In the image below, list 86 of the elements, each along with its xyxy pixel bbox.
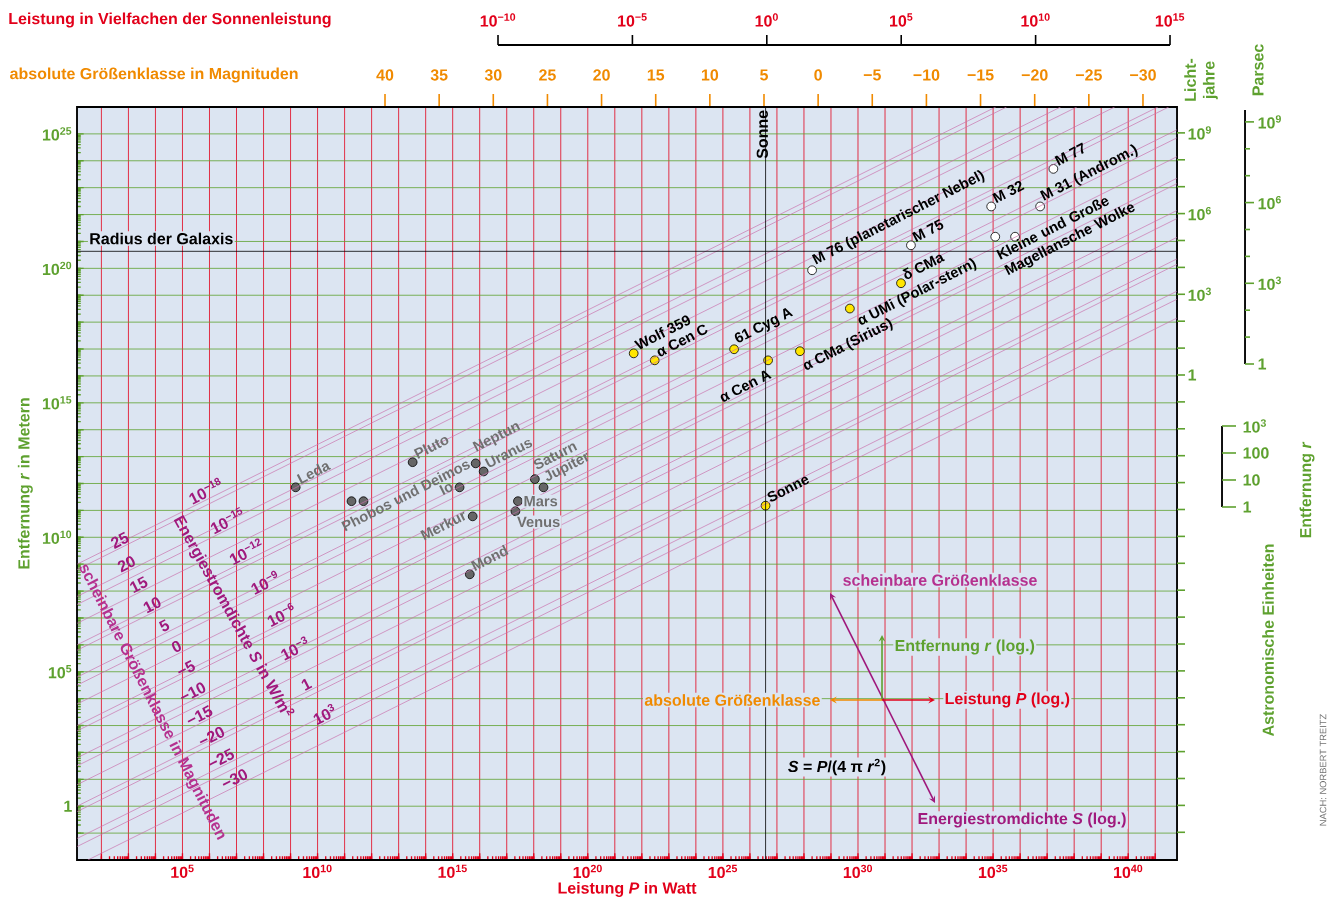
x-tick-label: 10$^{35}$ [978, 864, 1008, 879]
text: 25 [539, 69, 556, 81]
text: absolute Größenklasse in Magnituden [10, 67, 298, 83]
text: 10$^{3}$ [1258, 276, 1281, 290]
y-axis-title: Entfernung r in Metern [17, 398, 33, 569]
text: −30 [1130, 69, 1156, 81]
annotation: 61 Cyg A [734, 308, 794, 343]
y-tick-label: 10$^{5}$ [48, 665, 72, 679]
annotation: −30 [222, 769, 248, 786]
annotation: −5 [178, 660, 195, 674]
annotation: Venus [517, 516, 560, 528]
x-tick-label: 10$^{5}$ [171, 864, 194, 878]
text: −10 [913, 69, 940, 81]
annotation: absolute Größenklasse [644, 694, 820, 706]
annotation: Energiestromdichte S (log.) [918, 812, 1126, 828]
x-tick-label: 10$^{30}$ [843, 864, 873, 879]
annotation: 10$^{−18}$ [189, 477, 221, 505]
annotation: Leda [296, 463, 332, 484]
text: 10$^{5}$ [890, 13, 913, 27]
text: −20 [1021, 69, 1048, 81]
text: 10$^{10}$ [1021, 13, 1050, 27]
ref-line-label: Radius der Galaxis [90, 232, 233, 245]
text: 5 [760, 69, 768, 81]
annotation: 25 [110, 531, 129, 549]
text: 10$^{9}$ [1188, 126, 1211, 140]
x2-axis-title: Leistung in Vielfachen der Sonnenleistung [9, 12, 331, 28]
x-axis-title: Leistung P in Watt [558, 881, 697, 897]
annotation: −10 [180, 682, 206, 699]
annotation: M 32 [992, 180, 1025, 204]
x-tick-label: 10$^{40}$ [1114, 864, 1143, 879]
text: 10$^{9}$ [1258, 115, 1281, 129]
x-tick-label: 10$^{25}$ [708, 864, 738, 879]
y-tick-label: 10$^{25}$ [42, 127, 72, 141]
text: NACH: NORBERT TREITZ [1319, 714, 1327, 826]
annotation: −20 [199, 726, 225, 744]
text: 1 [1243, 501, 1252, 513]
annotation: −15 [187, 705, 213, 723]
text: 0 [814, 69, 822, 81]
annotation: 15 [129, 576, 148, 594]
text: Entfernung r [1299, 441, 1315, 538]
x-tick-label: 10$^{20}$ [573, 864, 602, 879]
annotation: Entfernung r (log.) [895, 639, 1035, 655]
text: 100 [1243, 447, 1269, 459]
x-tick-label: 10$^{15}$ [438, 864, 467, 878]
annotation: scheinbare Größenklasse [843, 574, 1037, 586]
ref-line-label: Sonne [756, 110, 768, 159]
x-tick-label: 10$^{10}$ [303, 864, 332, 879]
text: 10 [1243, 474, 1260, 486]
text: 10$^{15}$ [1155, 13, 1185, 27]
text: 10 [701, 69, 719, 81]
text: 1 [1258, 358, 1267, 370]
y-tick-label: 10$^{20}$ [42, 261, 72, 276]
text: −25 [1075, 69, 1102, 81]
text: 40 [376, 69, 394, 81]
y2-axis-title: Licht-jahre [1184, 58, 1218, 101]
y-tick-label: 10$^{10}$ [42, 530, 72, 544]
annotation: 10$^{3}$ [313, 703, 335, 726]
annotation: 10$^{−3}$ [281, 636, 308, 661]
annotation: 10 [143, 597, 161, 614]
text: 10$^{0}$ [755, 13, 778, 27]
annotation: 10$^{−9}$ [251, 570, 278, 595]
annotation: 10$^{−6}$ [267, 602, 294, 627]
text: 10$^{3}$ [1188, 287, 1211, 301]
annotation: Pluto [413, 437, 449, 459]
text: Astronomische Einheiten [1262, 544, 1274, 737]
text: 15 [647, 69, 665, 81]
annotation: 1 [301, 678, 313, 691]
y-tick-label: 10$^{15}$ [42, 396, 72, 410]
y3-axis-title: Parsec [1252, 44, 1264, 96]
text: 1 [1188, 369, 1197, 381]
text: 10$^{3}$ [1243, 419, 1266, 433]
annotation: Mars [524, 496, 558, 507]
text: 20 [593, 69, 610, 81]
text: 10$^{6}$ [1258, 195, 1281, 210]
text: −5 [863, 69, 881, 81]
annotation: S = P/(4 π r$^{2}$) [788, 758, 886, 776]
text: 10$^{−10}$ [480, 13, 516, 27]
text: 35 [430, 69, 448, 81]
text: 30 [484, 69, 502, 81]
text: 10$^{−5}$ [618, 13, 647, 27]
annotation: α Cen A [720, 370, 772, 402]
y-tick-label: 1 [64, 800, 72, 812]
text: 10$^{6}$ [1188, 206, 1211, 221]
annotation: 5 [158, 619, 170, 632]
annotation: Leistung P (log.) [945, 692, 1070, 708]
text: −15 [967, 69, 994, 81]
